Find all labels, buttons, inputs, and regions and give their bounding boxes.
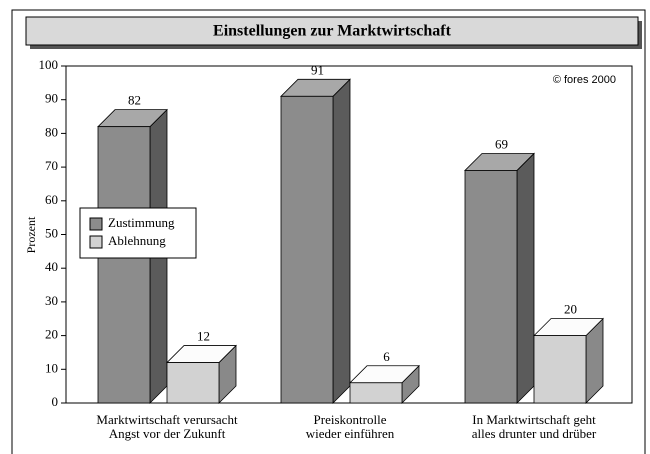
bar bbox=[533, 335, 587, 404]
legend-label: Zustimmung bbox=[108, 215, 175, 230]
x-tick-label: In Marktwirtschaft geht bbox=[472, 412, 596, 427]
annotation: © fores 2000 bbox=[553, 74, 616, 86]
legend-swatch bbox=[89, 217, 103, 231]
chart-title: Einstellungen zur Marktwirtschaft bbox=[213, 23, 452, 40]
bar-side bbox=[332, 78, 351, 404]
x-tick-label: Preiskontrolle bbox=[314, 412, 387, 427]
bar bbox=[166, 362, 220, 404]
y-axis-label: Prozent bbox=[24, 216, 38, 253]
x-tick-label: Angst vor der Zukunft bbox=[109, 426, 226, 441]
y-tick-label: 20 bbox=[45, 327, 58, 342]
title-box bbox=[25, 16, 639, 46]
y-tick-label: 100 bbox=[39, 57, 59, 72]
y-tick-label: 40 bbox=[45, 259, 58, 274]
y-tick-label: 50 bbox=[45, 225, 58, 240]
value-label: 69 bbox=[495, 136, 508, 151]
bar bbox=[97, 126, 151, 404]
y-tick-label: 0 bbox=[52, 394, 59, 409]
y-tick-label: 70 bbox=[45, 158, 58, 173]
y-tick-label: 80 bbox=[45, 124, 58, 139]
x-tick-label: Marktwirtschaft verursacht bbox=[96, 412, 238, 427]
x-tick-label: alles drunter und drüber bbox=[472, 426, 597, 441]
legend-swatch bbox=[89, 235, 103, 249]
value-label: 20 bbox=[564, 302, 577, 317]
x-tick-label: wieder einführen bbox=[306, 426, 395, 441]
bar bbox=[349, 382, 403, 404]
legend-box bbox=[79, 207, 197, 259]
value-label: 6 bbox=[383, 349, 390, 364]
bar-side bbox=[516, 152, 535, 404]
value-label: 82 bbox=[128, 93, 141, 108]
value-label: 91 bbox=[311, 62, 324, 77]
legend-label: Ablehnung bbox=[108, 233, 166, 248]
y-tick-label: 60 bbox=[45, 192, 58, 207]
bar bbox=[464, 170, 518, 404]
y-tick-label: 30 bbox=[45, 293, 58, 308]
y-tick-label: 10 bbox=[45, 360, 58, 375]
y-tick-label: 90 bbox=[45, 91, 58, 106]
value-label: 12 bbox=[197, 329, 210, 344]
bar bbox=[280, 95, 334, 404]
